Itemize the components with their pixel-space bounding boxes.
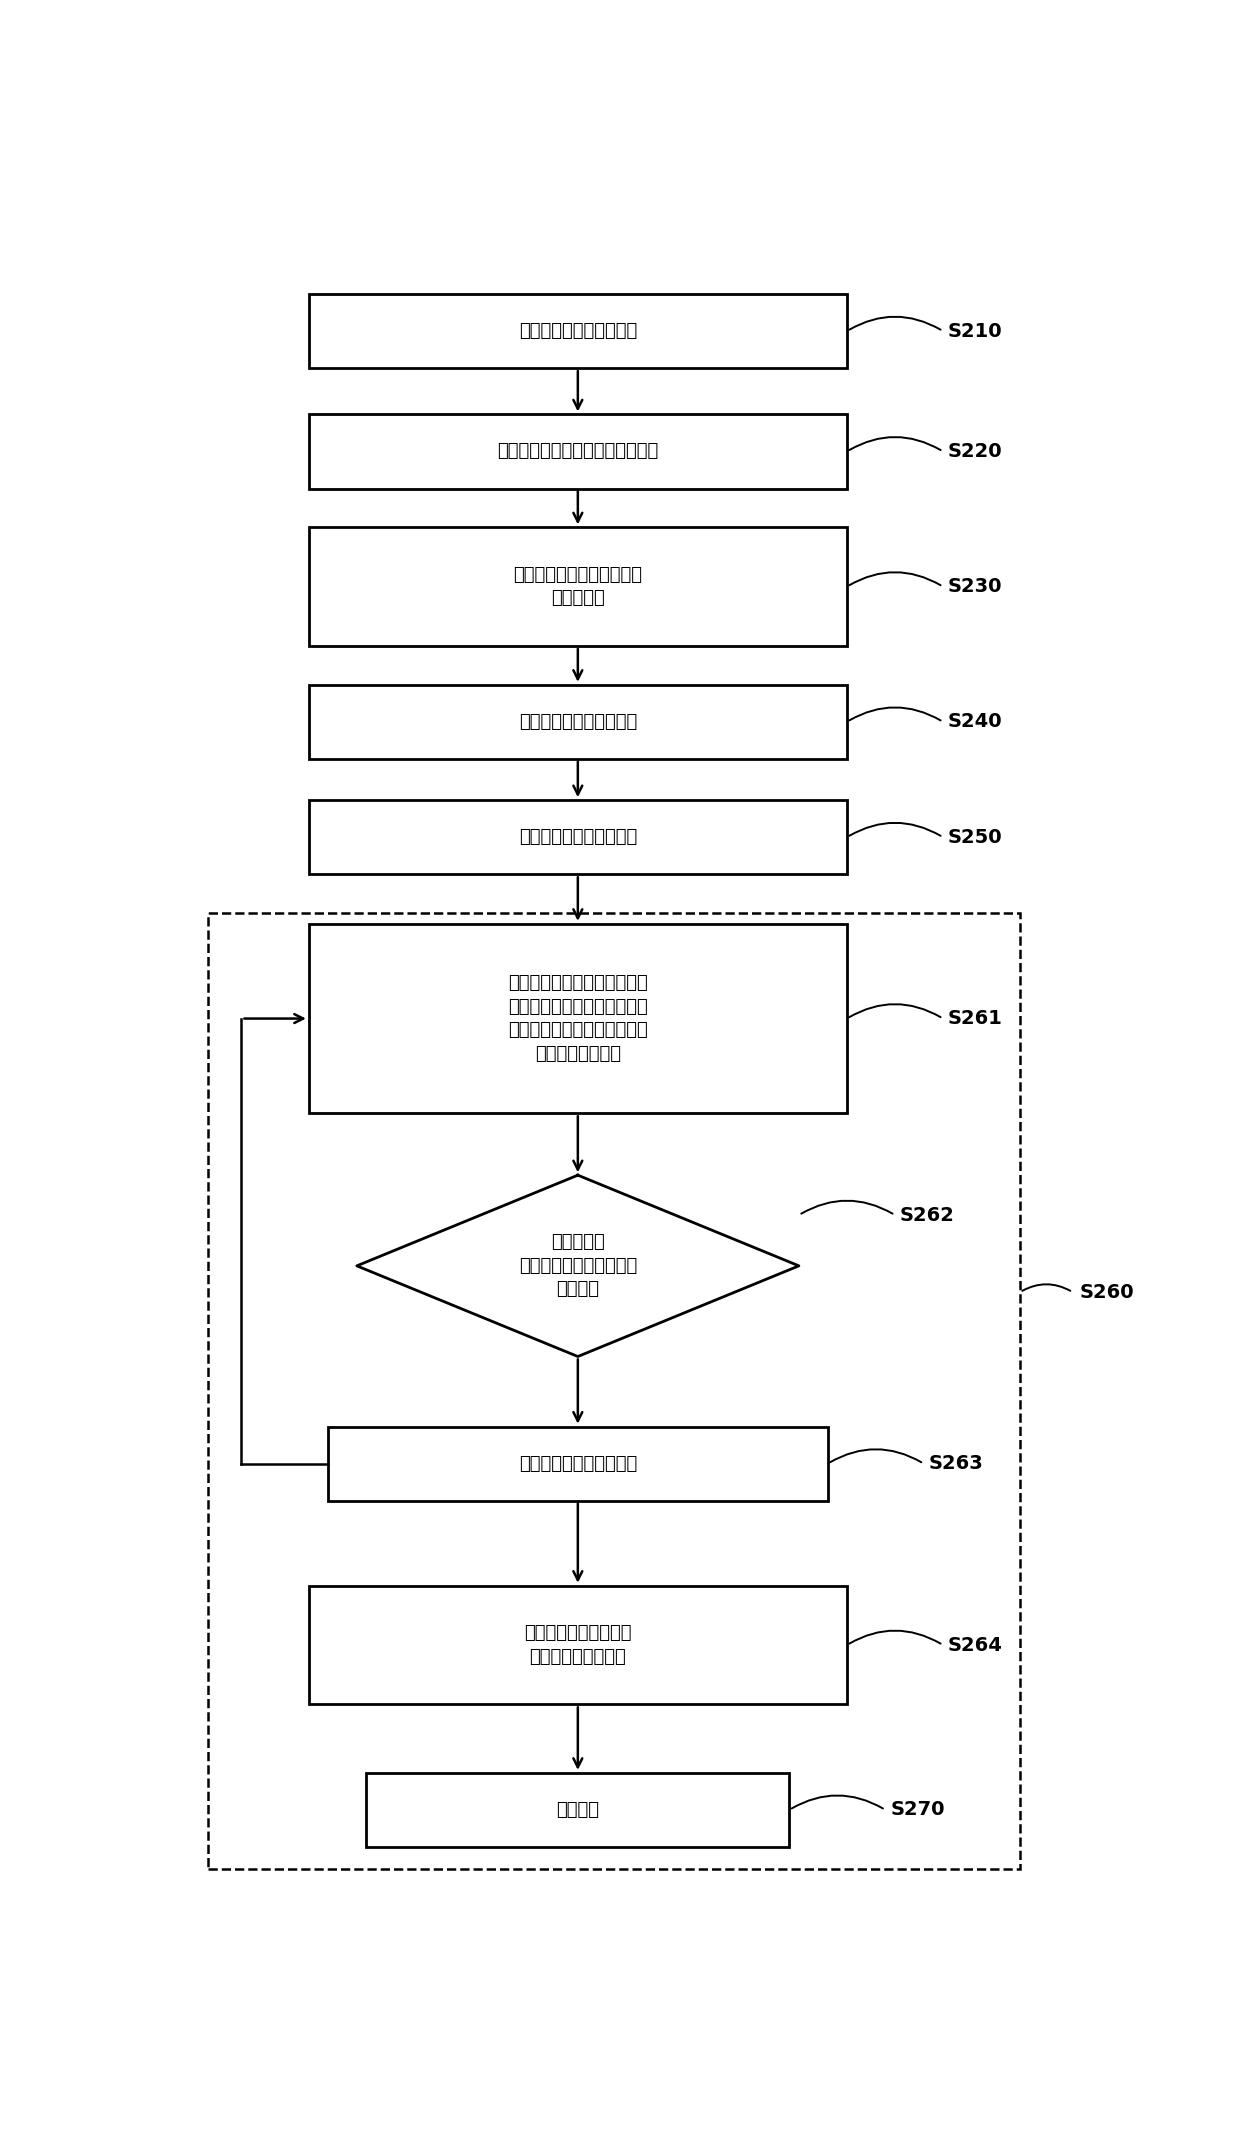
- Bar: [309, 801, 847, 874]
- Text: S260: S260: [1080, 1282, 1135, 1302]
- Text: 判断参数化
辅具数字模型是否符合设
计限制？: 判断参数化 辅具数字模型是否符合设 计限制？: [518, 1233, 637, 1297]
- Text: 依据点云数据而设定多个参考截面: 依据点云数据而设定多个参考截面: [497, 443, 658, 460]
- Text: S240: S240: [947, 713, 1002, 732]
- Text: 立体打印: 立体打印: [557, 1801, 599, 1820]
- FancyArrowPatch shape: [849, 317, 941, 330]
- Bar: [309, 1586, 847, 1704]
- Bar: [309, 685, 847, 758]
- Bar: [309, 923, 847, 1113]
- Text: 将参数化辅具数字模型
视为是成品数字模型: 将参数化辅具数字模型 视为是成品数字模型: [525, 1625, 631, 1666]
- Text: S270: S270: [890, 1801, 945, 1820]
- Bar: [309, 527, 847, 647]
- Bar: [367, 1773, 789, 1848]
- Text: S264: S264: [947, 1636, 1003, 1655]
- FancyArrowPatch shape: [849, 707, 941, 719]
- FancyArrowPatch shape: [849, 437, 941, 450]
- Text: S262: S262: [900, 1205, 955, 1225]
- Text: 通过电脑辅助工程工具以依据
初始数字模型以及设计限制以
进行结构模拟分析，而产生参
数化辅具数字模型: 通过电脑辅助工程工具以依据 初始数字模型以及设计限制以 进行结构模拟分析，而产生…: [508, 974, 647, 1062]
- Text: S230: S230: [947, 578, 1002, 595]
- Text: S210: S210: [947, 321, 1002, 340]
- Text: S261: S261: [947, 1008, 1003, 1028]
- FancyArrowPatch shape: [849, 1004, 941, 1017]
- Text: S263: S263: [929, 1454, 983, 1473]
- FancyArrowPatch shape: [830, 1449, 921, 1462]
- FancyArrowPatch shape: [849, 572, 941, 584]
- Text: 依据参考截面建立辅具的初
始数字模型: 依据参考截面建立辅具的初 始数字模型: [513, 565, 642, 608]
- Bar: [309, 293, 847, 368]
- Bar: [327, 1426, 828, 1501]
- Polygon shape: [357, 1175, 799, 1357]
- Text: 修正参数化辅具数字模型: 修正参数化辅具数字模型: [518, 1454, 637, 1473]
- FancyArrowPatch shape: [849, 1631, 941, 1644]
- Bar: [309, 415, 847, 488]
- FancyArrowPatch shape: [801, 1201, 893, 1214]
- Text: 获得肢体部位的点云数据: 获得肢体部位的点云数据: [518, 321, 637, 340]
- Text: S220: S220: [947, 441, 1002, 460]
- FancyArrowPatch shape: [849, 822, 941, 835]
- Text: 获得辅具所需的公差数据: 获得辅具所需的公差数据: [518, 713, 637, 730]
- FancyArrowPatch shape: [1022, 1285, 1070, 1291]
- Bar: [208, 912, 1019, 1869]
- FancyArrowPatch shape: [791, 1796, 883, 1809]
- Text: S250: S250: [947, 829, 1002, 846]
- Text: 获得辅具所需的设计限制: 获得辅具所需的设计限制: [518, 829, 637, 846]
